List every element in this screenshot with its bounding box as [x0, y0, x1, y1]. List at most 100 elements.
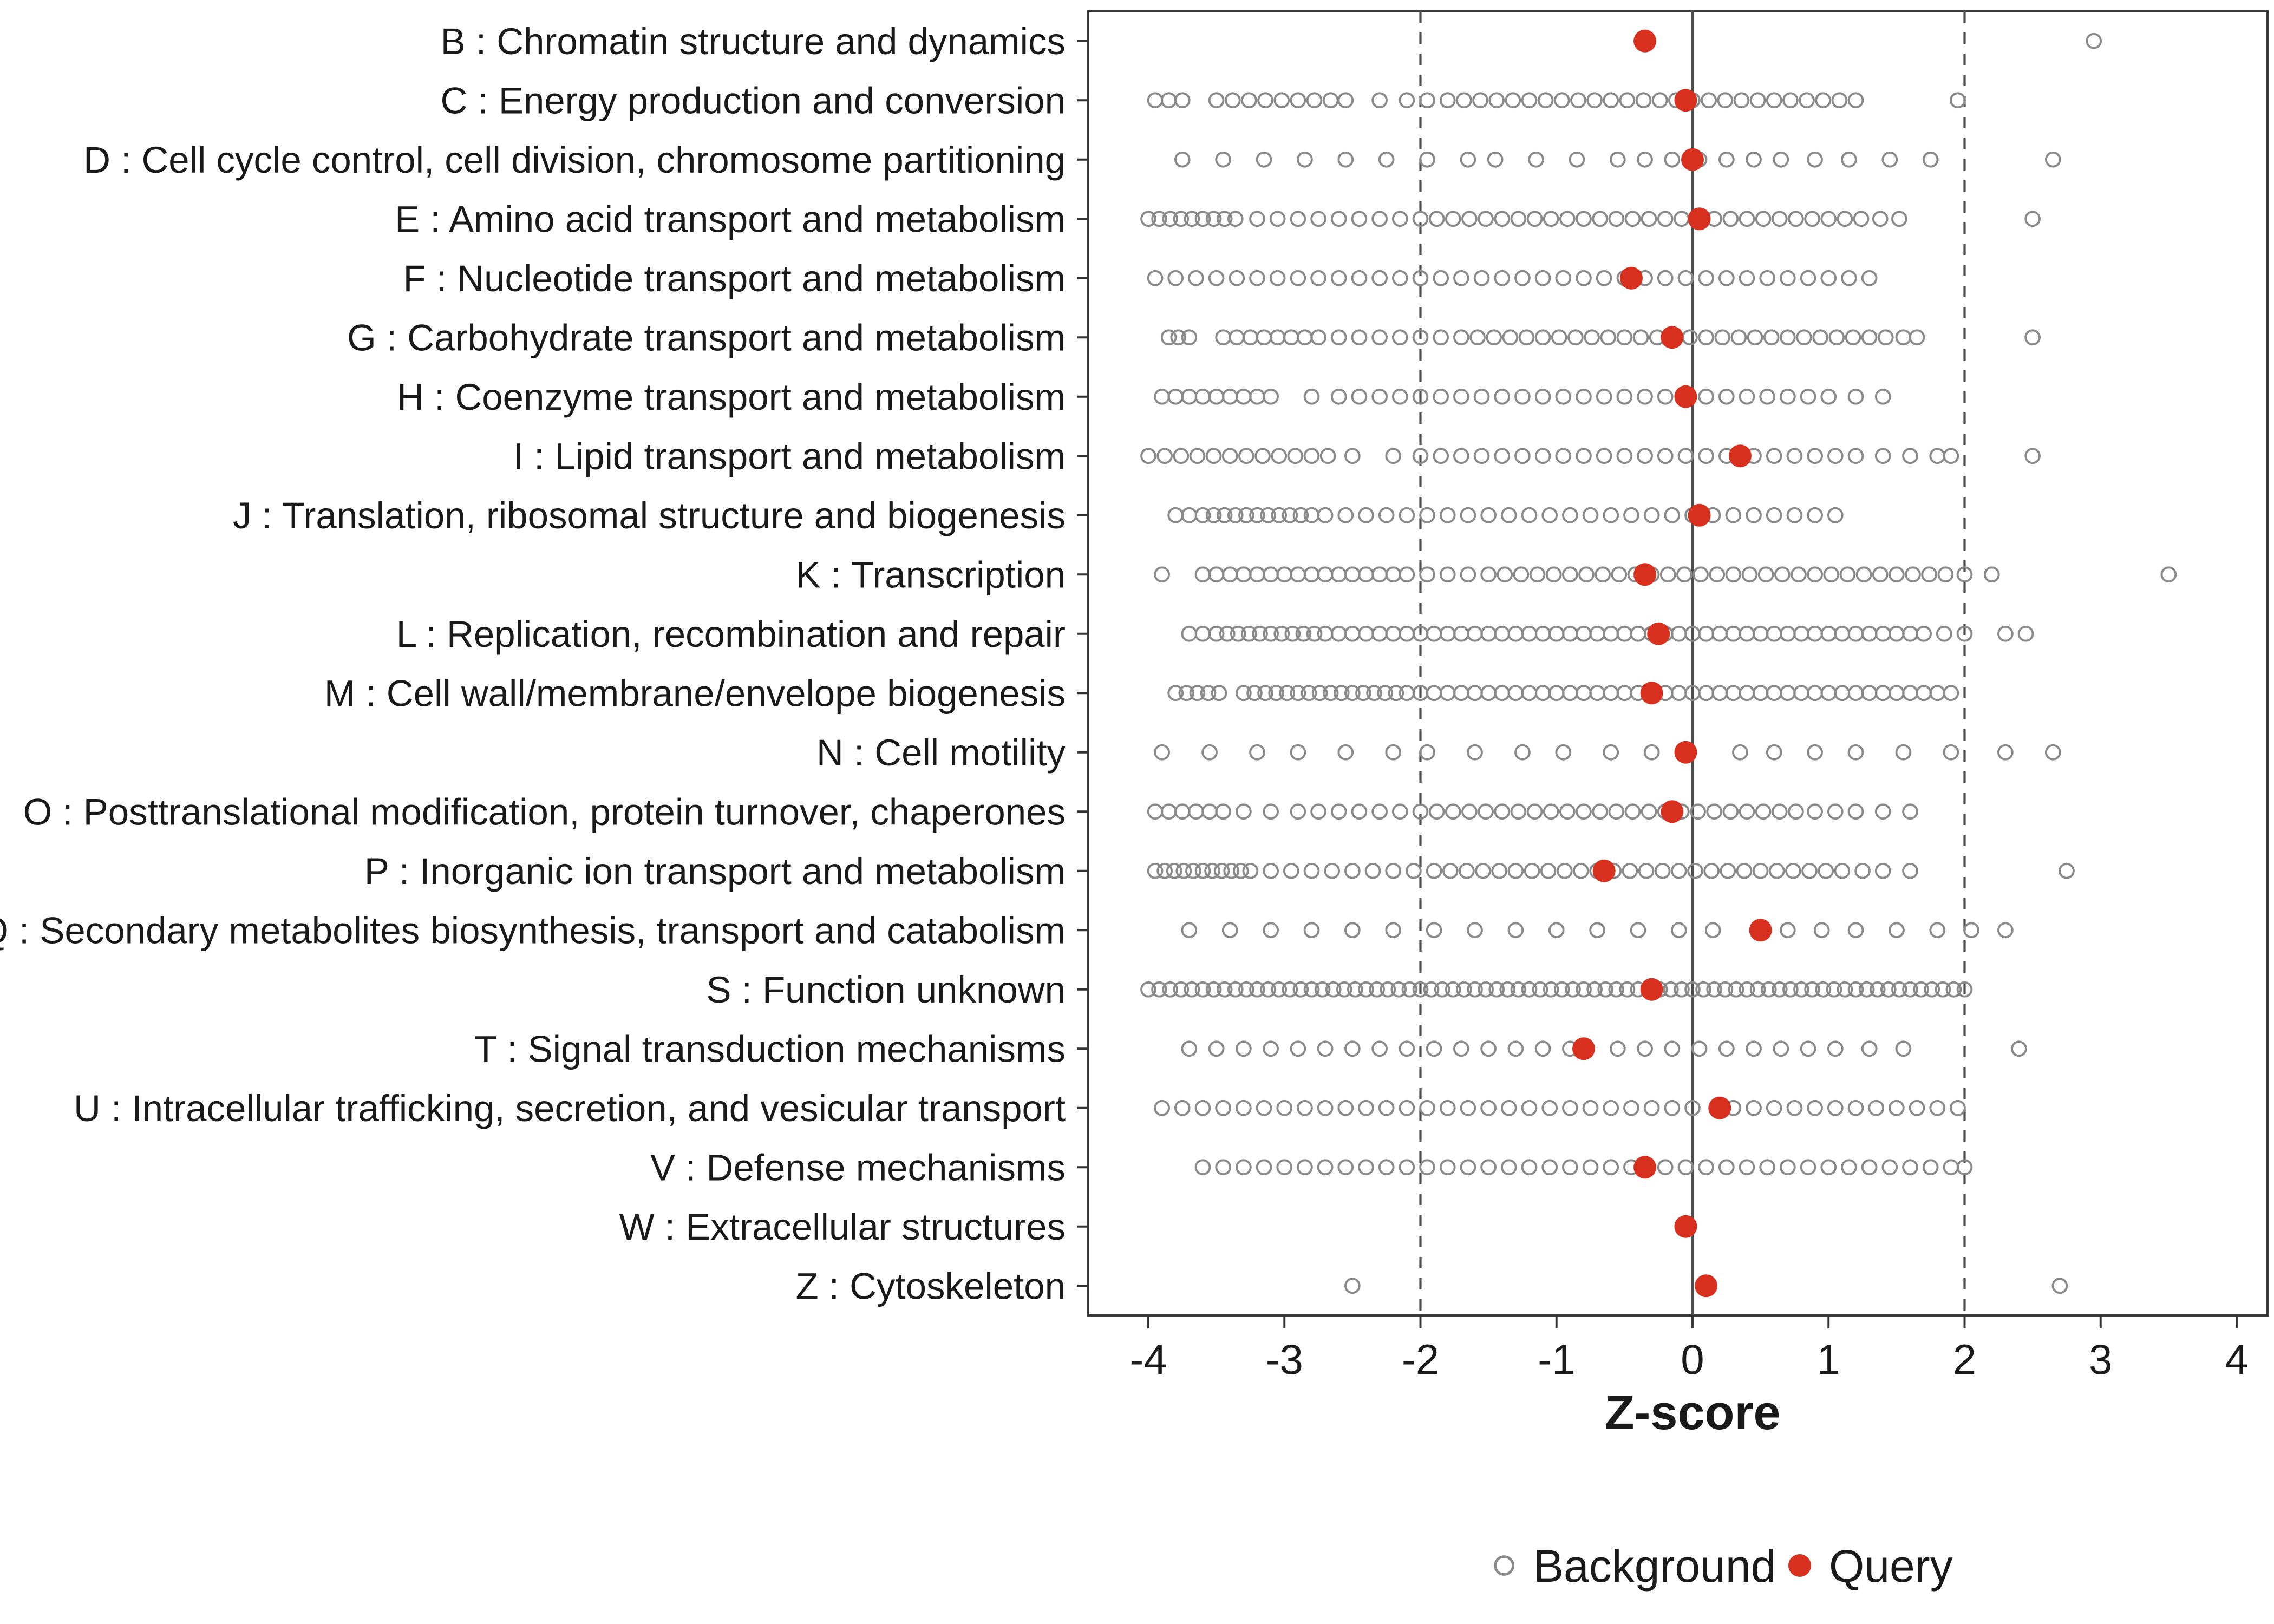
background-point [1937, 566, 1954, 583]
background-point [1428, 803, 1445, 820]
background-point [1273, 92, 1290, 109]
x-axis-title: Z-score [1604, 1386, 1780, 1440]
background-point [1796, 329, 1812, 346]
query-point [1572, 1037, 1595, 1060]
background-point [1624, 211, 1641, 227]
background-point [1771, 981, 1788, 998]
background-point [1812, 329, 1829, 346]
x-tick-label: 1 [1817, 1335, 1840, 1383]
background-point [1637, 1040, 1653, 1057]
background-point [1263, 625, 1279, 642]
background-point [1872, 566, 1889, 583]
background-point [1256, 1159, 1272, 1176]
background-point [1236, 1099, 1252, 1116]
background-point [1194, 507, 1211, 523]
background-point [1847, 388, 1864, 405]
background-point [1592, 211, 1609, 227]
background-point [1997, 625, 2014, 642]
category-label: G : Carbohydrate transport and metabolis… [347, 317, 1066, 358]
background-point [1837, 211, 1853, 227]
background-point [1366, 685, 1382, 702]
background-point [1657, 448, 1674, 464]
background-point [1622, 862, 1638, 879]
background-point [1439, 1159, 1456, 1176]
background-point [1788, 803, 1804, 820]
background-point [1238, 981, 1254, 998]
background-point [1827, 1040, 1844, 1057]
background-point [1956, 625, 1973, 642]
background-point [1499, 981, 1516, 998]
background-point [1641, 211, 1657, 227]
background-point [1494, 448, 1511, 464]
background-point [1412, 270, 1429, 286]
background-point [1173, 211, 1190, 227]
background-point [1526, 803, 1543, 820]
background-point [1154, 744, 1170, 761]
background-point [1827, 803, 1844, 820]
background-point [1236, 1159, 1252, 1176]
background-point [1439, 566, 1456, 583]
background-point [1997, 744, 2014, 761]
background-point [1460, 566, 1476, 583]
x-tick-label: 3 [2089, 1335, 2112, 1383]
background-point [1881, 151, 1898, 168]
background-point [1570, 92, 1586, 109]
background-point [1412, 981, 1429, 998]
background-point [1246, 685, 1263, 702]
background-point [1997, 922, 2014, 939]
query-point [1674, 741, 1697, 764]
background-point [1236, 1040, 1252, 1057]
background-point [1189, 448, 1206, 464]
query-point [1592, 859, 1616, 882]
background-point [1337, 1159, 1354, 1176]
background-point [1662, 981, 1679, 998]
category-label: K : Transcription [795, 554, 1066, 595]
background-point [1399, 92, 1415, 109]
background-point [1657, 270, 1674, 286]
background-point [1739, 803, 1755, 820]
background-point [1600, 329, 1617, 346]
x-tick-label: 4 [2225, 1335, 2248, 1383]
background-point [1276, 1159, 1293, 1176]
background-point [1303, 862, 1320, 879]
background-point [1739, 1159, 1755, 1176]
background-point [1453, 448, 1469, 464]
background-point [1378, 507, 1395, 523]
category-label: S : Function unknown [706, 969, 1066, 1011]
background-point [2160, 566, 2177, 583]
background-point [1494, 211, 1511, 227]
background-point [1160, 329, 1177, 346]
background-point [1391, 388, 1408, 405]
background-point [1916, 625, 1932, 642]
background-point [2017, 625, 2034, 642]
background-point [1151, 981, 1167, 998]
background-point [1555, 270, 1572, 286]
background-point [1460, 1099, 1476, 1116]
background-point [1337, 151, 1354, 168]
background-point [1333, 685, 1350, 702]
background-point [1780, 329, 1796, 346]
background-point [1252, 625, 1268, 642]
query-point [1749, 919, 1772, 942]
background-point [1757, 566, 1774, 583]
background-point [1453, 270, 1469, 286]
background-point [1488, 981, 1505, 998]
background-point [1874, 862, 1891, 879]
query-point [1688, 207, 1711, 231]
background-point [1412, 211, 1429, 227]
background-point [1314, 981, 1331, 998]
background-point [1956, 1159, 1973, 1176]
background-point [1759, 388, 1776, 405]
background-point [1494, 270, 1511, 286]
background-point [2044, 151, 2061, 168]
background-point [1208, 92, 1225, 109]
background-point [1480, 507, 1497, 523]
background-point [1433, 388, 1449, 405]
background-point [1780, 388, 1796, 405]
background-point [1510, 981, 1527, 998]
background-point [1184, 211, 1200, 227]
background-point [1295, 625, 1312, 642]
background-point [1922, 1159, 1939, 1176]
background-point [1521, 981, 1538, 998]
background-point [1268, 685, 1285, 702]
